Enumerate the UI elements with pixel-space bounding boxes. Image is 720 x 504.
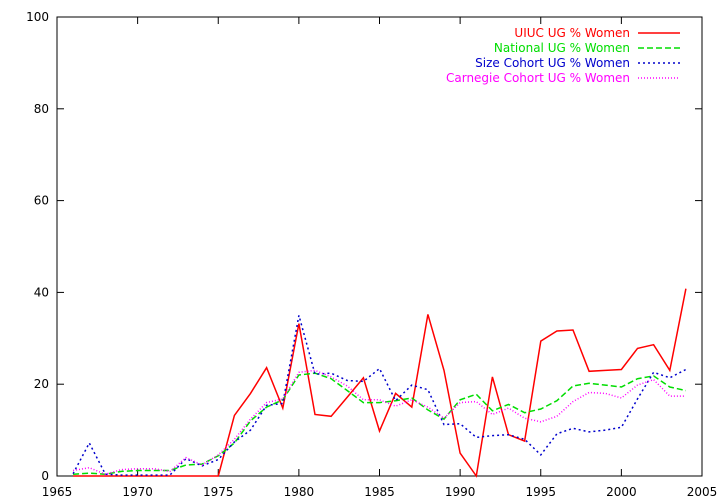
legend-entry-label: UIUC UG % Women (514, 26, 630, 40)
legend-entry-label: Size Cohort UG % Women (475, 56, 630, 70)
x-tick-label: 1985 (364, 485, 395, 499)
series-lines (72, 288, 687, 478)
series-line-uiuc-ug-women (73, 288, 687, 478)
y-tick-label: 80 (34, 102, 49, 116)
y-tick-label: 100 (26, 10, 49, 24)
x-tick-label: 1970 (122, 485, 153, 499)
x-tick-label: 1995 (525, 485, 556, 499)
x-tick-label: 1975 (203, 485, 234, 499)
x-tick-label: 2000 (606, 485, 637, 499)
y-tick-label: 60 (34, 194, 49, 208)
y-tick-label: 40 (34, 285, 49, 299)
x-tick-label: 2005 (687, 485, 718, 499)
axes: 1965 1970 1975 1980 1985 1990 1995 2000 2005 0 20 4… (26, 10, 717, 499)
series-line-carnegie-cohort-ug-women (72, 369, 686, 475)
y-tick-label: 0 (41, 469, 49, 483)
legend-entry-label: National UG % Women (494, 41, 630, 55)
x-tick-label: 1990 (445, 485, 476, 499)
series-line-size-cohort-ug-women (72, 315, 687, 476)
legend-entry-label: Carnegie Cohort UG % Women (446, 71, 630, 85)
y-tick-label: 20 (34, 377, 49, 391)
plot-frame (56, 16, 703, 477)
series-line-national-ug-women (73, 372, 687, 475)
x-tick-label: 1980 (284, 485, 315, 499)
x-tick-label: 1965 (42, 485, 73, 499)
